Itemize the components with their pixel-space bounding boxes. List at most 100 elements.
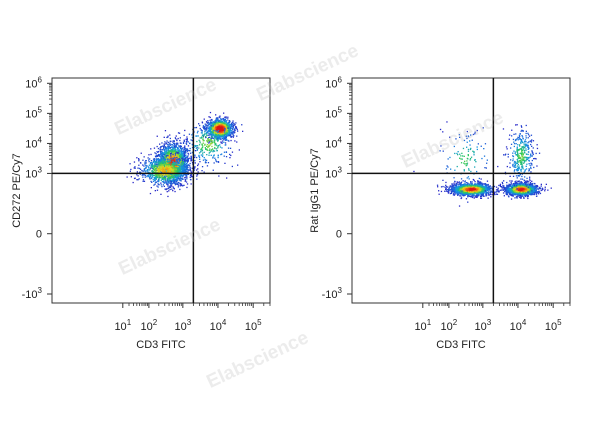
event-dot: [163, 177, 165, 180]
event-dot: [155, 159, 158, 161]
event-dot: [491, 186, 493, 188]
event-dot: [142, 179, 145, 181]
x-tick-label: 104: [210, 318, 227, 333]
event-dot: [228, 128, 230, 131]
event-dot: [222, 118, 224, 120]
event-dot: [182, 158, 184, 160]
event-dot: [215, 118, 217, 120]
event-dot: [167, 178, 169, 180]
event-dot: [168, 171, 170, 173]
event-dot: [167, 170, 169, 172]
event-dot: [221, 120, 223, 122]
event-dot: [206, 141, 209, 143]
event-dot: [167, 148, 170, 150]
event-dot: [148, 164, 150, 166]
event-dot: [211, 123, 213, 125]
event-dot: [224, 118, 226, 121]
event-dot: [143, 156, 145, 158]
event-dot: [183, 165, 185, 167]
event-dot: [224, 138, 226, 140]
event-dot: [165, 148, 167, 150]
event-dot: [208, 144, 210, 146]
event-dot: [167, 151, 169, 153]
event-dot: [158, 181, 160, 183]
event-dot: [230, 135, 232, 137]
event-dot: [170, 170, 173, 172]
event-dot: [203, 151, 205, 153]
event-dot: [181, 153, 183, 156]
event-dot: [172, 151, 174, 153]
event-dot: [182, 162, 184, 164]
event-dot: [221, 128, 223, 130]
event-dot: [141, 169, 143, 172]
event-dot: [171, 182, 173, 184]
event-dot: [148, 161, 150, 163]
event-dot: [156, 155, 158, 157]
event-dot: [224, 119, 226, 121]
event-dot: [204, 158, 206, 161]
event-dot: [208, 152, 210, 154]
event-dot: [172, 150, 174, 152]
event-dot: [172, 149, 174, 151]
event-dot: [198, 147, 200, 149]
event-dot: [487, 183, 489, 186]
event-dot: [195, 147, 197, 149]
event-dot: [202, 135, 205, 137]
event-dot: [164, 158, 167, 160]
event-dot: [170, 155, 172, 157]
y-tick-label: 103: [25, 165, 42, 180]
event-dot: [225, 131, 227, 133]
event-dot: [167, 160, 169, 162]
event-dot: [182, 165, 185, 167]
event-dot: [224, 120, 226, 122]
event-dot: [160, 151, 163, 153]
event-dot: [157, 168, 159, 170]
event-dot: [225, 144, 227, 146]
event-dot: [161, 177, 163, 179]
event-dot: [207, 146, 209, 149]
event-dot: [151, 165, 153, 167]
event-dot: [172, 170, 174, 172]
event-dot: [150, 148, 152, 150]
event-dot: [203, 134, 205, 136]
event-dot: [172, 186, 174, 188]
event-dot: [174, 152, 177, 155]
event-dot: [171, 171, 174, 173]
event-dot: [165, 179, 167, 181]
event-dot: [204, 131, 206, 133]
event-dot: [214, 131, 217, 134]
event-dot: [183, 169, 186, 171]
event-dot: [162, 166, 164, 168]
event-dot: [197, 164, 199, 167]
event-dot: [212, 169, 214, 171]
event-dot: [207, 132, 209, 134]
event-dot: [213, 139, 215, 141]
event-dot: [170, 157, 172, 159]
event-dot: [200, 132, 203, 134]
event-dot: [207, 162, 210, 164]
event-dot: [200, 151, 202, 153]
event-dot: [184, 149, 186, 152]
event-dot: [486, 184, 488, 186]
event-dot: [150, 164, 152, 166]
event-dot: [172, 140, 174, 142]
event-dot: [174, 179, 177, 182]
event-dot: [174, 154, 177, 156]
event-dot: [217, 129, 220, 132]
event-dot: [148, 176, 151, 178]
event-dot: [176, 176, 178, 179]
event-dot: [225, 116, 227, 118]
event-dot: [173, 162, 176, 164]
event-dot: [149, 158, 151, 160]
event-dot: [179, 176, 181, 178]
event-dot: [147, 171, 150, 174]
event-dot: [167, 182, 169, 184]
event-dot: [157, 162, 159, 165]
event-dot: [154, 182, 157, 184]
event-dot: [218, 132, 220, 135]
event-dot: [172, 160, 174, 163]
event-dot: [176, 179, 178, 181]
event-dot: [224, 122, 226, 125]
event-dot: [184, 145, 186, 147]
event-dot: [166, 173, 168, 176]
